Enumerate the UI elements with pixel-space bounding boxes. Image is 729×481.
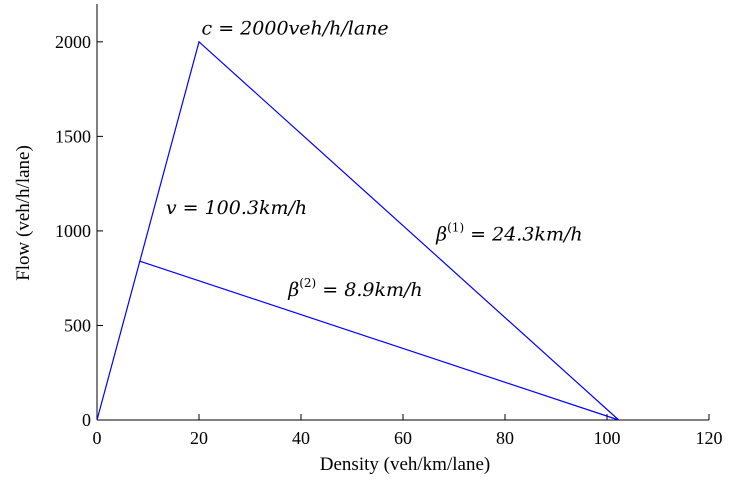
annotation-label: β(2) = 8.9km/h xyxy=(287,276,422,301)
tick-labels: 0 20 40 60 80 100 120 0 500 1000 1500 2000 xyxy=(55,32,723,448)
x-tick-label: 60 xyxy=(394,428,412,448)
annotation-label: v = 100.3km/h xyxy=(166,197,307,219)
y-tick-label: 1000 xyxy=(55,221,91,241)
y-tick-label: 1500 xyxy=(55,126,91,146)
annotation-label: c = 2000veh/h/lane xyxy=(202,17,389,39)
y-tick-label: 2000 xyxy=(55,32,91,52)
x-axis-title: Density (veh/km/lane) xyxy=(320,454,490,475)
x-tick-label: 0 xyxy=(93,428,102,448)
x-tick-label: 20 xyxy=(190,428,208,448)
x-tick-label: 40 xyxy=(292,428,310,448)
x-tick-label: 80 xyxy=(496,428,514,448)
annotations: c = 2000veh/h/lane v = 100.3km/h β(1) = 24… xyxy=(166,17,583,301)
series-line xyxy=(139,260,619,421)
y-tick-label: 500 xyxy=(64,315,91,335)
x-tick-label: 120 xyxy=(696,428,723,448)
series-line xyxy=(96,40,620,421)
x-tick-label: 100 xyxy=(594,428,621,448)
plot-lines xyxy=(96,40,620,421)
y-axis-title: Flow (veh/h/lane) xyxy=(13,145,34,281)
y-tick-label: 0 xyxy=(82,410,91,430)
axes xyxy=(96,4,710,421)
annotation-label: β(1) = 24.3km/h xyxy=(435,220,582,245)
